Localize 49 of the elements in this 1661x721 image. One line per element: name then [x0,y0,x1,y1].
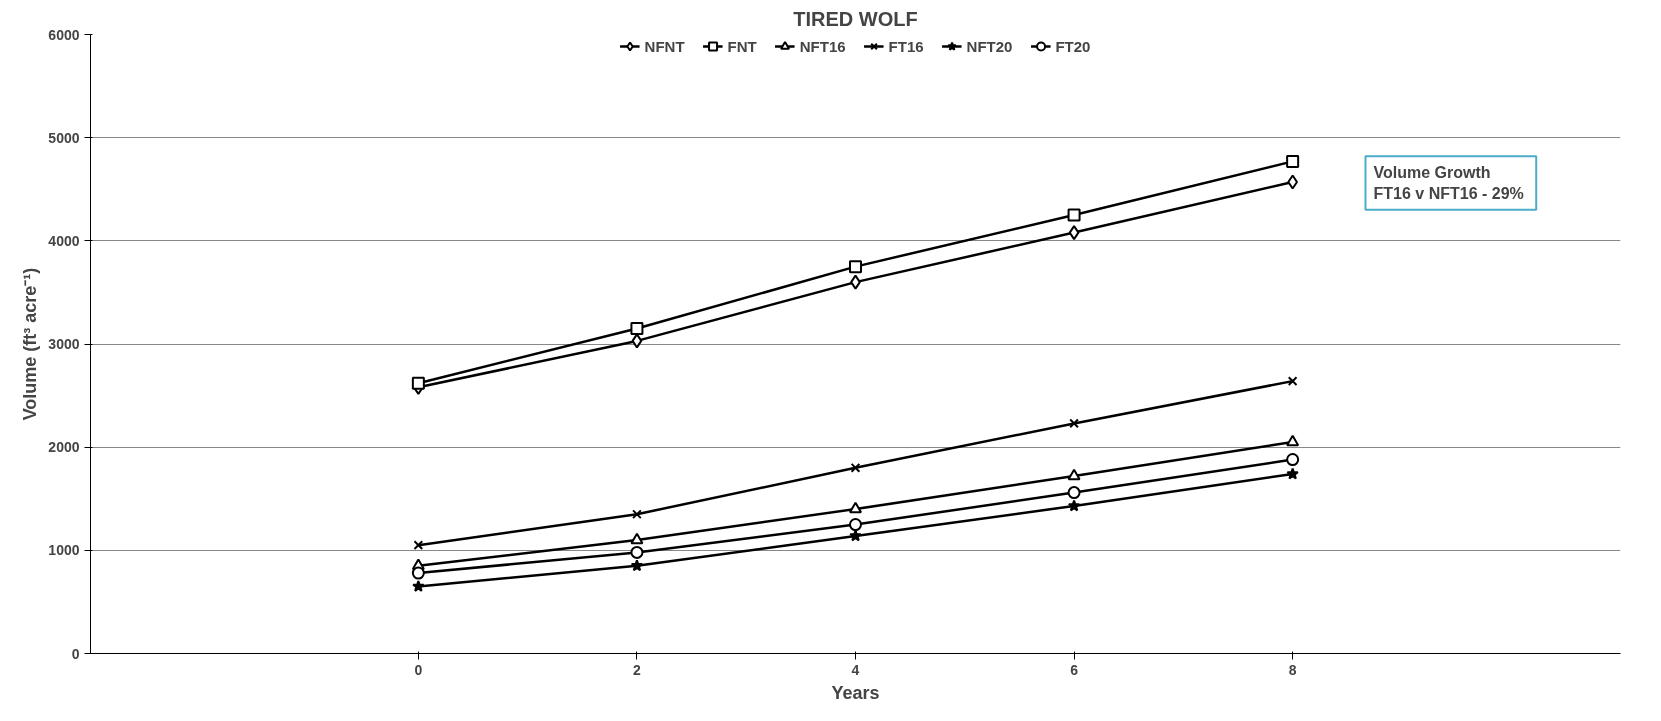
point [630,322,644,336]
point [1068,225,1080,241]
y-tick-label: 1000 [48,542,80,559]
x-tick-label: 0 [414,661,423,678]
x-tick-label: 2 [633,661,642,678]
point [1067,208,1081,222]
point [630,545,644,559]
x-axis-title: Years [831,682,880,703]
annotation: FT16 v NFT16 - 29% [1373,184,1524,202]
x-tick-label: 8 [1288,661,1297,678]
y-axis-title: Volume (ft³ acre⁻¹) [20,267,41,421]
point [1286,467,1299,480]
y-tick-label: 2000 [48,439,80,456]
legend-label: NFT16 [799,37,846,55]
x-tick-label: 4 [851,661,860,678]
point [849,529,862,542]
x-tick-label: 6 [1070,661,1079,678]
point [850,462,861,473]
y-tick-label: 5000 [48,129,80,146]
legend-label: NFT20 [966,37,1013,55]
point [1069,418,1079,429]
point [1287,376,1298,387]
point [631,333,643,349]
point [630,559,644,572]
point [1067,499,1081,512]
legend-label: NFNT [644,37,685,55]
y-tick-label: 0 [71,645,80,662]
y-tick-label: 6000 [48,26,80,43]
point [411,566,425,580]
point [1286,453,1300,467]
point [412,579,425,592]
point [849,518,862,532]
point [413,540,424,551]
point [1286,154,1300,168]
point [1067,486,1081,500]
point [630,532,644,545]
annotation: Volume Growth [1373,164,1491,182]
legend-label: FNT [727,37,757,55]
point [1067,468,1081,481]
point [1286,434,1300,447]
point [632,509,642,520]
y-tick-label: 4000 [48,232,80,249]
point [849,501,862,514]
point [411,376,425,390]
legend-label: FT20 [1055,37,1091,55]
y-tick-label: 3000 [48,336,80,352]
legend-label: FT16 [888,37,924,55]
point [849,260,862,274]
chart-title: TIRED WOLF [793,7,918,30]
